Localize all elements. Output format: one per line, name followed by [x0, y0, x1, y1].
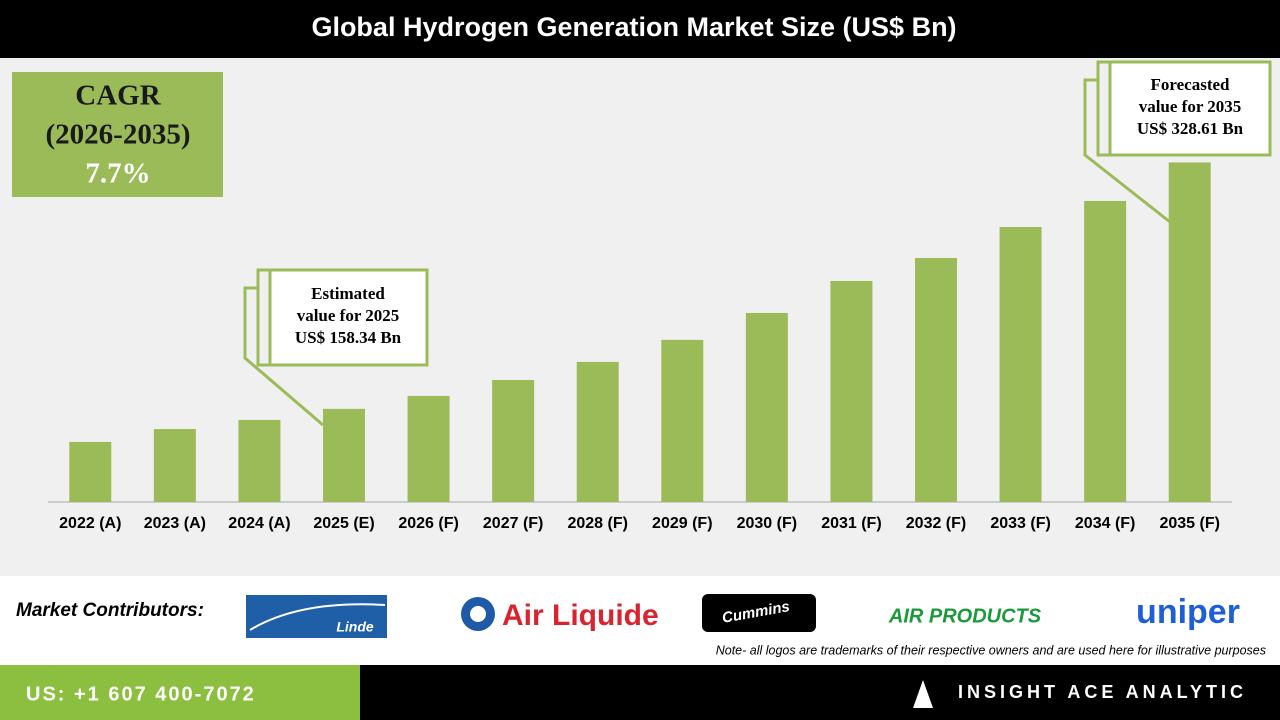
bar: [576, 361, 619, 502]
annotation: value for 2035: [1139, 97, 1242, 116]
x-tick-label: 2024 (A): [228, 515, 290, 532]
bar: [1084, 200, 1127, 502]
contributors-label: Market Contributors:: [16, 600, 204, 621]
bar: [830, 280, 873, 502]
callout-connector: [1083, 78, 1171, 224]
annotation: Forecasted: [1151, 75, 1231, 94]
phone: US: +1 607 400-7072: [26, 683, 256, 705]
x-tick-label: 2028 (F): [567, 515, 627, 532]
title-bar: [0, 0, 1280, 58]
bar: [661, 339, 704, 502]
cagr-box: [12, 72, 223, 197]
x-tick-label: 2025 (E): [313, 515, 374, 532]
x-tick-label: 2032 (F): [906, 515, 966, 532]
bar: [69, 441, 112, 502]
x-tick-label: 2026 (F): [398, 515, 458, 532]
bar: [999, 227, 1042, 502]
bar: [1168, 162, 1211, 502]
annotation: Estimated: [311, 284, 385, 303]
bar: [492, 379, 535, 502]
bar: [238, 419, 281, 502]
logo-text: AIR PRODUCTS: [888, 605, 1042, 627]
logo-icon: [470, 606, 486, 622]
logo-text: Air Liquide: [502, 599, 659, 632]
bar: [153, 429, 196, 502]
annotation: US$ 328.61 Bn: [1137, 119, 1244, 138]
chart-title: Global Hydrogen Generation Market Size (…: [311, 12, 956, 42]
x-tick-label: 2029 (F): [652, 515, 712, 532]
logo-swoosh: [249, 603, 386, 631]
callout-box: [268, 268, 429, 367]
bar: [915, 257, 957, 502]
phone-bar: [0, 665, 360, 720]
x-tick-label: 2022 (A): [59, 515, 121, 532]
bar: [323, 408, 365, 502]
brand: INSIGHT ACE ANALYTIC: [958, 682, 1247, 702]
annotation: value for 2025: [297, 306, 400, 325]
callout-connector: [243, 286, 324, 427]
brand-icon: [913, 680, 933, 708]
bar: [745, 312, 788, 502]
logo-bg: [702, 594, 816, 632]
cagr-label: CAGR: [75, 80, 161, 112]
brand-bar: [360, 665, 1280, 720]
x-tick-label: 2030 (F): [737, 515, 797, 532]
annotation: US$ 158.34 Bn: [295, 328, 402, 347]
x-tick-label: 2033 (F): [990, 515, 1050, 532]
logo-bg: [246, 595, 387, 638]
logo-text: uniper: [1136, 593, 1240, 631]
cagr-period: (2026-2035): [46, 119, 191, 151]
x-tick-label: 2031 (F): [821, 515, 881, 532]
note: Note- all logos are trademarks of their …: [716, 643, 1266, 657]
x-tick-label: 2035 (F): [1159, 515, 1219, 532]
x-tick-label: 2034 (F): [1075, 515, 1135, 532]
cagr-value: 7.7%: [85, 158, 150, 190]
callout-box: [1108, 60, 1272, 157]
logo-text: Linde: [336, 619, 374, 635]
bar: [407, 395, 450, 502]
x-tick-label: 2023 (A): [144, 515, 206, 532]
x-tick-label: 2027 (F): [483, 515, 543, 532]
